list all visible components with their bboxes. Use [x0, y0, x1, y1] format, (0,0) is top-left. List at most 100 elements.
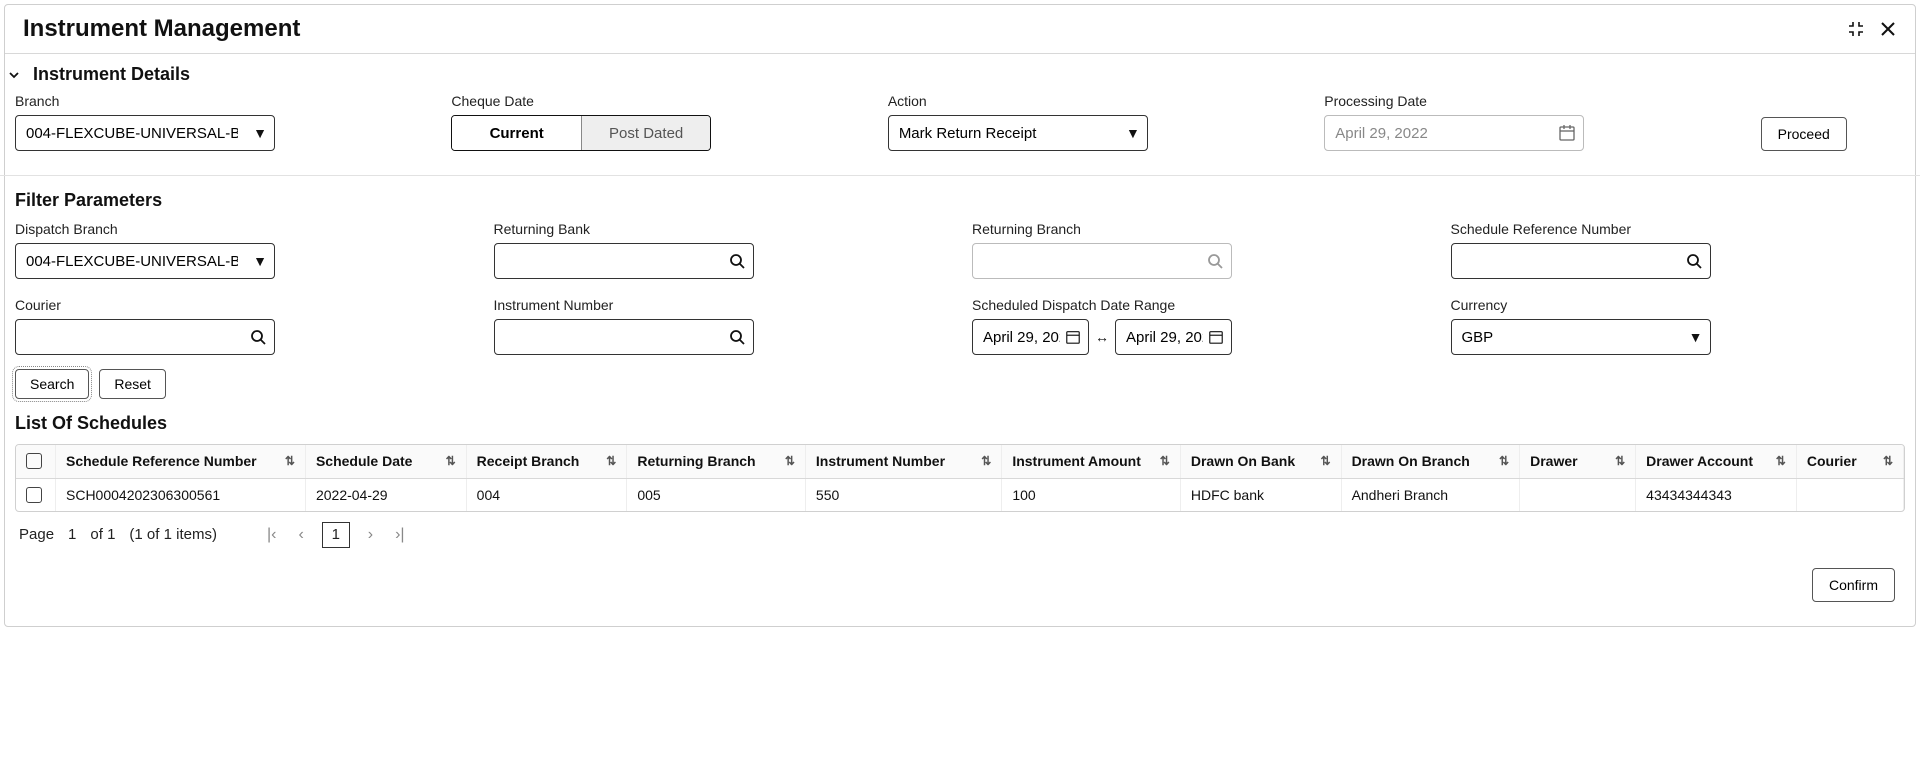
cell-returning-branch: 005 [627, 479, 806, 511]
footer: Confirm [15, 558, 1905, 612]
close-icon[interactable] [1879, 20, 1897, 38]
instrument-details-pane: Branch ▼ Cheque Date Current Post Dated … [5, 93, 1915, 165]
field-courier: Courier [15, 297, 470, 355]
cell-drawer-account: 43434344343 [1636, 479, 1797, 511]
dispatch-date-from[interactable] [972, 319, 1089, 355]
cell-drawer [1520, 479, 1636, 511]
currency-select[interactable] [1451, 319, 1711, 355]
proceed-wrap: Proceed [1761, 117, 1905, 151]
table-row[interactable]: SCH0004202306300561 2022-04-29 004 005 5… [16, 479, 1904, 511]
table-header: Schedule Reference Number⇅ Schedule Date… [16, 445, 1904, 479]
col-returning-branch[interactable]: Returning Branch⇅ [627, 445, 806, 478]
branch-select[interactable] [15, 115, 275, 151]
label-dispatch-branch: Dispatch Branch [15, 221, 470, 237]
confirm-button[interactable]: Confirm [1812, 568, 1895, 602]
sort-icon: ⇅ [785, 454, 795, 468]
field-schedule-ref: Schedule Reference Number [1451, 221, 1906, 279]
filter-parameters-title: Filter Parameters [15, 190, 1905, 211]
toggle-post-dated[interactable]: Post Dated [581, 116, 711, 150]
titlebar: Instrument Management [5, 5, 1915, 54]
sort-icon: ⇅ [1499, 454, 1509, 468]
checkbox-icon[interactable] [26, 453, 42, 469]
toggle-current[interactable]: Current [452, 116, 581, 150]
col-courier[interactable]: Courier⇅ [1797, 445, 1904, 478]
col-drawn-on-bank[interactable]: Drawn On Bank⇅ [1181, 445, 1342, 478]
instrument-management-window: Instrument Management Instrument Details [4, 4, 1916, 627]
label-currency: Currency [1451, 297, 1906, 313]
pager-last-icon[interactable]: ›| [391, 524, 408, 546]
label-returning-branch: Returning Branch [972, 221, 1427, 237]
field-dispatch-date-range: Scheduled Dispatch Date Range ↔ [972, 297, 1427, 355]
chevron-down-icon [7, 68, 25, 82]
col-drawer[interactable]: Drawer⇅ [1520, 445, 1636, 478]
pager-of-text: of 1 [90, 526, 115, 543]
window-controls [1847, 20, 1897, 38]
divider [0, 175, 1920, 176]
sort-icon: ⇅ [1321, 454, 1331, 468]
reset-button[interactable]: Reset [99, 369, 166, 399]
processing-date-input[interactable] [1324, 115, 1584, 151]
sort-icon: ⇅ [446, 454, 456, 468]
field-returning-bank: Returning Bank [494, 221, 949, 279]
label-returning-bank: Returning Bank [494, 221, 949, 237]
schedule-ref-input[interactable] [1451, 243, 1711, 279]
field-cheque-date: Cheque Date Current Post Dated [451, 93, 863, 151]
pager-current-page: 1 [322, 522, 350, 548]
filter-parameters-pane: Filter Parameters Dispatch Branch ▼ Retu… [5, 190, 1915, 626]
pager-next-icon[interactable]: › [364, 524, 377, 546]
sort-icon: ⇅ [1615, 454, 1625, 468]
sort-icon: ⇅ [285, 454, 295, 468]
collapse-icon[interactable] [1847, 20, 1865, 38]
field-dispatch-branch: Dispatch Branch ▼ [15, 221, 470, 279]
cell-schedule-date: 2022-04-29 [306, 479, 467, 511]
cell-drawn-on-bank: HDFC bank [1181, 479, 1342, 511]
col-schedule-date[interactable]: Schedule Date⇅ [306, 445, 467, 478]
label-action: Action [888, 93, 1300, 109]
cell-courier [1797, 479, 1904, 511]
label-instrument-number: Instrument Number [494, 297, 949, 313]
sort-icon: ⇅ [1776, 454, 1786, 468]
sort-icon: ⇅ [1160, 454, 1170, 468]
label-courier: Courier [15, 297, 470, 313]
checkbox-icon[interactable] [26, 487, 42, 503]
dispatch-branch-select[interactable] [15, 243, 275, 279]
returning-branch-input[interactable] [972, 243, 1232, 279]
row-checkbox-cell[interactable] [16, 479, 56, 511]
label-dispatch-date-range: Scheduled Dispatch Date Range [972, 297, 1427, 313]
col-drawer-account[interactable]: Drawer Account⇅ [1636, 445, 1797, 478]
col-receipt-branch[interactable]: Receipt Branch⇅ [467, 445, 628, 478]
section-instrument-details-header[interactable]: Instrument Details [5, 54, 1915, 93]
cell-instrument-amount: 100 [1002, 479, 1181, 511]
action-select[interactable] [888, 115, 1148, 151]
sort-icon: ⇅ [981, 454, 991, 468]
field-currency: Currency ▼ [1451, 297, 1906, 355]
search-button[interactable]: Search [15, 369, 89, 399]
col-drawn-on-branch[interactable]: Drawn On Branch⇅ [1342, 445, 1521, 478]
label-schedule-ref: Schedule Reference Number [1451, 221, 1906, 237]
list-of-schedules-title: List Of Schedules [15, 413, 1905, 434]
col-schedule-ref[interactable]: Schedule Reference Number⇅ [56, 445, 306, 478]
col-select-all[interactable] [16, 445, 56, 478]
field-action: Action ▼ [888, 93, 1300, 151]
proceed-button[interactable]: Proceed [1761, 117, 1847, 151]
cell-drawn-on-branch: Andheri Branch [1342, 479, 1521, 511]
returning-bank-input[interactable] [494, 243, 754, 279]
field-instrument-number: Instrument Number [494, 297, 949, 355]
pager-page-input[interactable]: 1 [68, 526, 76, 543]
col-instrument-number[interactable]: Instrument Number⇅ [806, 445, 1002, 478]
pager-prev-icon[interactable]: ‹ [294, 524, 307, 546]
schedules-table: Schedule Reference Number⇅ Schedule Date… [15, 444, 1905, 512]
label-processing-date: Processing Date [1324, 93, 1736, 109]
field-branch: Branch ▼ [15, 93, 427, 151]
cheque-date-toggle: Current Post Dated [451, 115, 711, 151]
label-cheque-date: Cheque Date [451, 93, 863, 109]
section-title-instrument-details: Instrument Details [33, 64, 190, 85]
pager-first-icon[interactable]: |‹ [263, 524, 280, 546]
courier-input[interactable] [15, 319, 275, 355]
cell-receipt-branch: 004 [467, 479, 628, 511]
sort-icon: ⇅ [606, 454, 616, 468]
cell-instrument-number: 550 [806, 479, 1002, 511]
dispatch-date-to[interactable] [1115, 319, 1232, 355]
col-instrument-amount[interactable]: Instrument Amount⇅ [1002, 445, 1181, 478]
instrument-number-input[interactable] [494, 319, 754, 355]
